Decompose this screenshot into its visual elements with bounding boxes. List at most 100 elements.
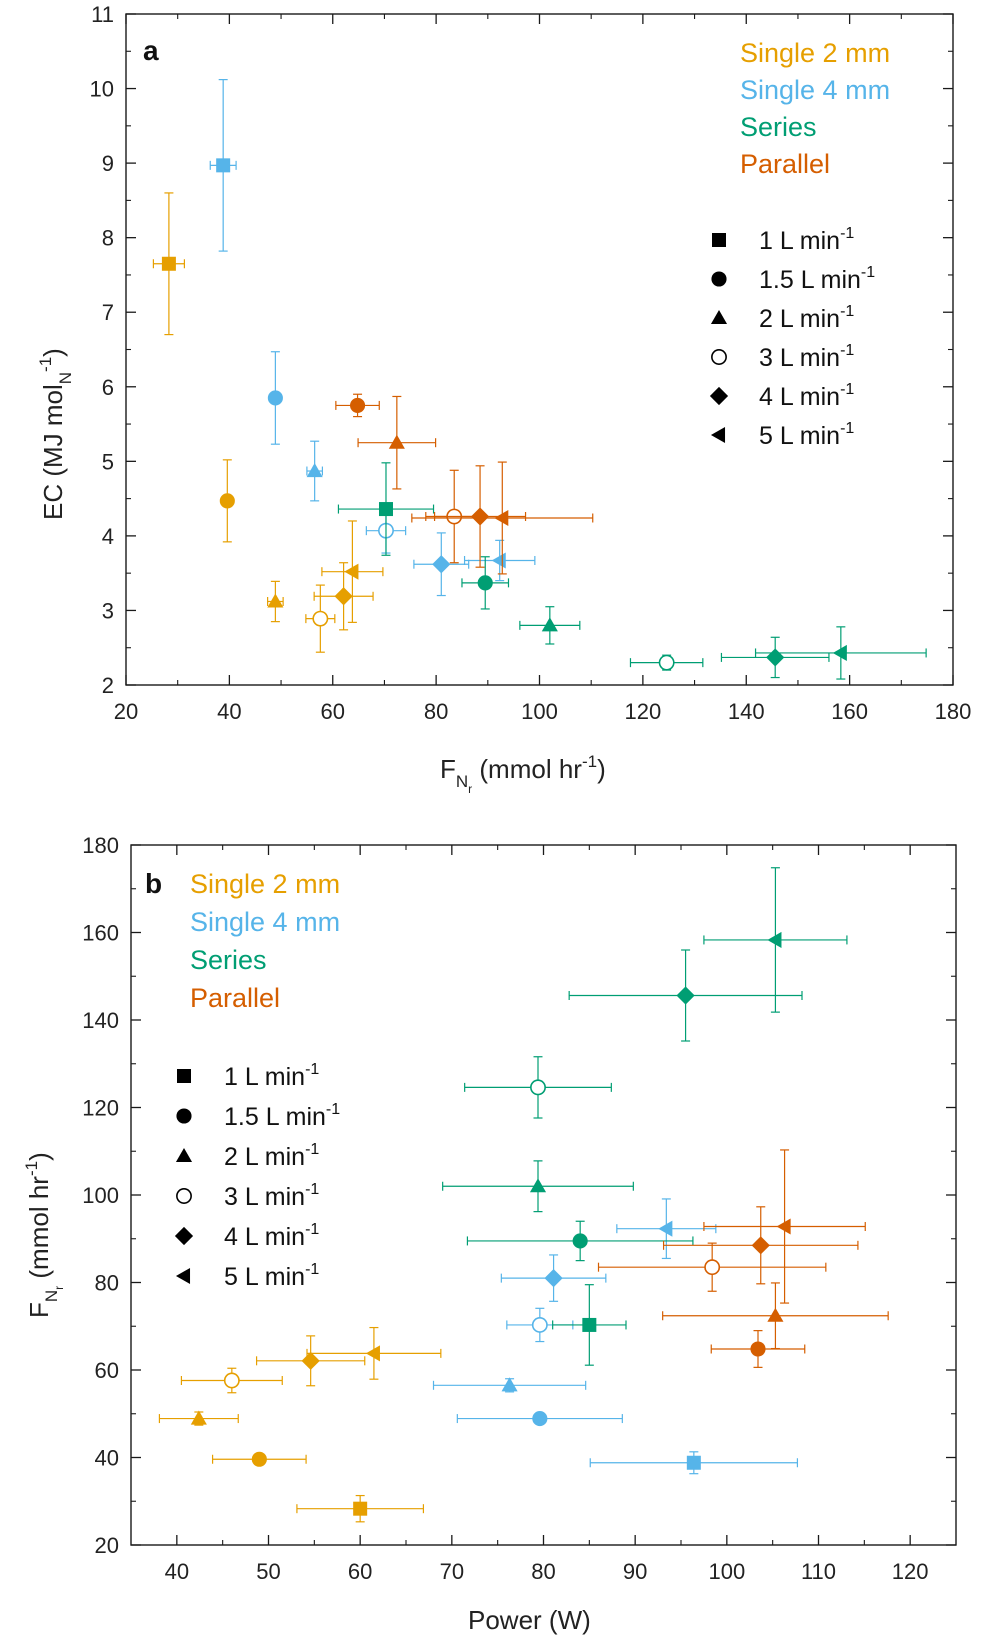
marker-triangle-up bbox=[388, 434, 405, 449]
panel-a-x-tick-label: 140 bbox=[728, 699, 765, 724]
panel-a-letter: a bbox=[143, 35, 159, 66]
legend-marker-circle-open bbox=[711, 349, 727, 365]
legend-marker-triangle-left bbox=[710, 426, 726, 444]
panel-a-point-series-circle-open bbox=[629, 654, 704, 671]
marker-circle-open bbox=[530, 1079, 546, 1096]
flow-legend-label: 5 L min-1 bbox=[224, 1261, 319, 1291]
panel-b-y-tick-label: 100 bbox=[82, 1183, 119, 1208]
panel-a-y-tick-label: 5 bbox=[102, 449, 114, 474]
panel-b-x-tick-label: 80 bbox=[531, 1559, 555, 1584]
panel-b-point-single_4mm-square bbox=[589, 1451, 799, 1475]
marker-triangle-up bbox=[529, 1178, 547, 1193]
panel-a-point-single_2mm-circle bbox=[219, 459, 235, 543]
legend-marker-square bbox=[712, 233, 726, 247]
marker-diamond bbox=[470, 507, 490, 526]
panel-b-point-single_4mm-triangle-up bbox=[432, 1377, 587, 1393]
marker-triangle-left bbox=[658, 1220, 673, 1237]
marker-circle bbox=[572, 1233, 588, 1249]
marker-triangle-up bbox=[501, 1377, 518, 1392]
panel-b-y-tick-label: 180 bbox=[82, 833, 119, 858]
panel-b-point-single_2mm-circle bbox=[211, 1451, 307, 1467]
marker-diamond bbox=[334, 587, 353, 606]
panel-b-flow-legend-item: 1.5 L min-1 bbox=[176, 1101, 340, 1131]
legend-a-single-2mm: Single 2 mm bbox=[740, 38, 890, 68]
marker-square bbox=[378, 502, 393, 517]
panel-a-axis-ticks bbox=[125, 13, 954, 686]
panel-a-x-tick-label: 40 bbox=[217, 699, 241, 724]
panel-a-y-tick-label: 11 bbox=[91, 2, 114, 27]
panel-b-point-single_2mm-diamond bbox=[255, 1335, 366, 1387]
marker-triangle-left bbox=[494, 509, 509, 527]
panel-a-point-series-circle bbox=[461, 556, 510, 610]
panel-b-point-series-circle bbox=[466, 1220, 694, 1262]
marker-circle-open bbox=[531, 1316, 548, 1333]
marker-circle-open bbox=[223, 1372, 240, 1389]
panel-b-x-tick-label: 60 bbox=[348, 1559, 372, 1584]
marker-square bbox=[216, 158, 231, 173]
panel-a-point-single_2mm-diamond bbox=[313, 562, 374, 631]
marker-triangle-left bbox=[365, 1345, 380, 1362]
panel-a-point-single_4mm-square bbox=[209, 79, 237, 252]
panel-b-flow-legend-item: 3 L min-1 bbox=[176, 1181, 319, 1211]
panel-a-point-single_2mm-circle-open bbox=[305, 584, 336, 653]
panel-a-flow-legend-item: 5 L min-1 bbox=[710, 420, 854, 450]
marker-circle bbox=[251, 1451, 267, 1467]
panel-a-y-tick-label: 10 bbox=[90, 77, 114, 102]
panel-a-point-parallel-circle bbox=[335, 393, 380, 418]
panel-b-x-tick-label: 90 bbox=[623, 1559, 647, 1584]
panel-b-point-single_2mm-circle-open bbox=[180, 1367, 283, 1394]
flow-legend-label: 4 L min-1 bbox=[759, 381, 854, 411]
panel-a-point-single_2mm-triangle-left bbox=[321, 520, 384, 623]
marker-triangle-up bbox=[541, 617, 558, 632]
panel-b-point-single_2mm-triangle-left bbox=[306, 1326, 442, 1380]
panel-a-y-tick-label: 9 bbox=[102, 151, 114, 176]
panel-a-point-single_4mm-diamond bbox=[413, 532, 470, 597]
panel-a-x-tick-label: 20 bbox=[114, 699, 138, 724]
legend-marker-circle bbox=[176, 1108, 192, 1124]
legend-b-single-4mm: Single 4 mm bbox=[190, 907, 340, 937]
panel-a-x-tick-label: 80 bbox=[424, 699, 448, 724]
marker-triangle-up bbox=[767, 1307, 784, 1322]
flow-legend-label: 1.5 L min-1 bbox=[759, 264, 875, 294]
panel-a-x-tick-label: 120 bbox=[625, 699, 662, 724]
panel-a-y-tick-label: 2 bbox=[102, 673, 114, 698]
panel-b-point-parallel-triangle-left bbox=[703, 1149, 866, 1304]
flow-legend-label: 2 L min-1 bbox=[759, 303, 854, 333]
marker-diamond bbox=[751, 1236, 770, 1255]
panel-a-x-tick-label: 60 bbox=[321, 699, 345, 724]
panel-a-point-parallel-triangle-left bbox=[411, 461, 594, 575]
panel-a-x-axis-label: FNr (mmol hr-1) bbox=[440, 752, 606, 796]
legend-marker-triangle-up bbox=[175, 1147, 193, 1163]
marker-triangle-left bbox=[776, 1218, 791, 1235]
panel-a-point-series-square bbox=[337, 462, 435, 556]
marker-triangle-left bbox=[344, 563, 359, 580]
panel-a-y-tick-label: 8 bbox=[102, 226, 114, 251]
panel-b-group-legend: Single 2 mm Single 4 mm Series Parallel bbox=[190, 869, 340, 1013]
panel-a-point-single_2mm-triangle-up bbox=[267, 580, 284, 623]
panel-b-flow-legend-item: 2 L min-1 bbox=[175, 1141, 319, 1171]
panel-b-point-series-square bbox=[552, 1284, 627, 1366]
panel-b-data-points bbox=[158, 867, 889, 1523]
panel-b-point-series-circle-open bbox=[464, 1056, 612, 1119]
flow-legend-label: 1 L min-1 bbox=[759, 225, 854, 255]
marker-circle bbox=[477, 575, 493, 591]
panel-b-flow-legend-item: 5 L min-1 bbox=[175, 1261, 319, 1291]
marker-square bbox=[161, 256, 176, 271]
legend-marker-square bbox=[177, 1069, 191, 1083]
panel-a-data-points bbox=[152, 79, 927, 680]
marker-circle bbox=[219, 493, 235, 509]
panel-b: 40 50 60 70 80 90 100 110 120 20 40 60 80 100 120 140 16… bbox=[22, 833, 957, 1635]
panel-a-point-single_4mm-triangle-up bbox=[306, 440, 324, 502]
marker-diamond bbox=[676, 986, 695, 1005]
panel-b-point-series-triangle-left bbox=[703, 867, 848, 1013]
legend-marker-circle bbox=[711, 271, 727, 287]
panel-b-point-single_4mm-circle bbox=[456, 1411, 623, 1427]
panel-a-point-series-triangle-up bbox=[519, 606, 581, 645]
panel-b-x-tick-label: 110 bbox=[801, 1559, 836, 1584]
panel-b-flow-legend-item: 1 L min-1 bbox=[177, 1061, 319, 1091]
panel-b-point-parallel-triangle-up bbox=[662, 1282, 889, 1350]
panel-a-tick-labels: 20 40 60 80 100 120 140 160 180 2 3 4 5 6 7 8 9 10 11 bbox=[90, 2, 972, 724]
flow-legend-label: 5 L min-1 bbox=[759, 420, 854, 450]
panel-a-flow-legend-item: 4 L min-1 bbox=[709, 381, 854, 411]
